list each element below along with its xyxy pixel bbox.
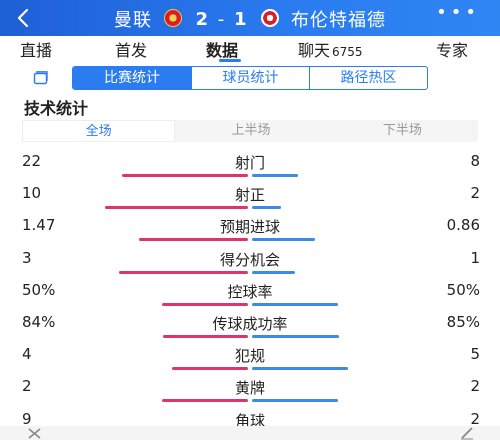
- away-stat-bar: [252, 302, 338, 306]
- tab-chat-label: 聊天: [298, 41, 331, 60]
- period-tabs: 全场 上半场 下半场: [22, 120, 478, 142]
- tab-data-label: 数据: [206, 41, 239, 60]
- home-stat-bar: [139, 238, 248, 242]
- home-stat-value: 2: [22, 377, 32, 396]
- tab-experts-label: 专家: [436, 41, 469, 60]
- away-stat-value: 8: [470, 152, 480, 170]
- away-stat-bar: [252, 367, 348, 371]
- home-stat-bar: [162, 399, 248, 403]
- away-stat-value: 1: [470, 248, 480, 267]
- away-stat-value: 0.86: [446, 216, 480, 235]
- close-icon[interactable]: [26, 426, 44, 440]
- period-full-match[interactable]: 全场: [22, 120, 176, 142]
- away-team-crest-icon: [261, 9, 280, 27]
- stat-row: 3 得分机会 1: [0, 249, 500, 285]
- chevron-left-icon: [17, 8, 29, 28]
- home-stat-value: 50%: [22, 280, 56, 299]
- home-stat-value: 10: [22, 184, 42, 203]
- stat-row: 50% 控球率 50%: [0, 281, 500, 317]
- home-stat-bar: [105, 206, 248, 210]
- stat-name: 射正: [234, 186, 265, 205]
- back-button[interactable]: [10, 4, 38, 32]
- more-options-button[interactable]: •••: [436, 2, 480, 23]
- away-stat-bar: [252, 238, 315, 242]
- segment-player-stats[interactable]: 球员统计: [191, 67, 309, 89]
- stat-name: 射门: [234, 154, 265, 172]
- home-stat-bar: [172, 367, 248, 371]
- away-score: 1: [233, 8, 248, 30]
- away-stat-value: 5: [470, 345, 480, 364]
- stat-row: 1.47 预期进球 0.86: [0, 216, 500, 252]
- stat-name: 控球率: [227, 282, 273, 301]
- away-stat-value: 2: [470, 409, 480, 428]
- home-stat-bar: [162, 302, 248, 306]
- home-stat-value: 9: [22, 409, 32, 428]
- match-title: 曼联 2 - 1 布伦特福德: [0, 6, 500, 32]
- score-separator: -: [217, 8, 226, 30]
- stat-name: 角球: [234, 411, 265, 430]
- stat-row: 22 射门 8: [0, 152, 500, 188]
- away-stat-value: 2: [470, 184, 480, 203]
- section-title: 技术统计: [24, 99, 89, 118]
- away-stat-bar: [252, 335, 339, 338]
- stat-name: 犯规: [234, 347, 265, 366]
- tab-data[interactable]: 数据: [206, 37, 238, 61]
- home-stat-value: 84%: [22, 313, 56, 331]
- away-stat-bar: [252, 399, 338, 403]
- tab-live-label: 直播: [20, 41, 53, 60]
- home-score: 2: [195, 8, 210, 30]
- away-stat-bar: [252, 270, 295, 274]
- away-stat-value: 2: [470, 377, 480, 396]
- stats-type-switch: 比赛统计 球员统计 路径热区: [72, 66, 428, 90]
- away-stat-value: 50%: [446, 280, 480, 299]
- away-stat-bar: [252, 206, 281, 210]
- main-nav: 直播 首发 数据 聊天 6755 专家: [0, 36, 500, 62]
- home-stat-bar: [163, 335, 248, 338]
- tab-lineup[interactable]: 首发: [115, 37, 147, 61]
- active-tab-indicator: [219, 59, 241, 62]
- stat-row: 84% 传球成功率 85%: [0, 313, 500, 349]
- stat-name: 预期进球: [219, 218, 280, 237]
- card-icon[interactable]: [32, 69, 50, 87]
- stat-name: 传球成功率: [212, 315, 288, 333]
- home-stat-bar: [122, 174, 248, 177]
- away-stat-bar: [252, 174, 298, 177]
- stat-name: 黄牌: [234, 379, 265, 398]
- segment-match-stats[interactable]: 比赛统计: [73, 67, 191, 89]
- tab-live[interactable]: 直播: [20, 37, 52, 61]
- away-stat-value: 85%: [446, 313, 480, 331]
- tab-experts[interactable]: 专家: [436, 37, 468, 61]
- stat-row: 2 黄牌 2: [0, 377, 500, 413]
- pencil-icon[interactable]: [458, 426, 476, 440]
- bottom-toolbar: [0, 426, 500, 440]
- home-stat-value: 4: [22, 345, 32, 364]
- tab-chat[interactable]: 聊天 6755: [298, 37, 363, 61]
- home-team-name: 曼联: [114, 10, 153, 31]
- stat-name: 得分机会: [219, 250, 280, 269]
- home-stat-bar: [119, 270, 248, 274]
- period-second-half[interactable]: 下半场: [382, 123, 422, 138]
- chat-count: 6755: [332, 45, 363, 59]
- period-first-half[interactable]: 上半场: [231, 123, 271, 138]
- home-team-crest-icon: [163, 9, 182, 27]
- home-stat-value: 1.47: [22, 216, 56, 235]
- away-team-name: 布伦特福德: [290, 10, 386, 31]
- stat-row: 4 犯规 5: [0, 345, 500, 381]
- home-stat-value: 22: [22, 152, 42, 170]
- segment-heat-zones[interactable]: 路径热区: [309, 67, 427, 89]
- match-header: 曼联 2 - 1 布伦特福德 •••: [0, 0, 500, 36]
- home-stat-value: 3: [22, 248, 32, 267]
- tab-lineup-label: 首发: [115, 41, 148, 60]
- stat-row: 10 射正 2: [0, 184, 500, 220]
